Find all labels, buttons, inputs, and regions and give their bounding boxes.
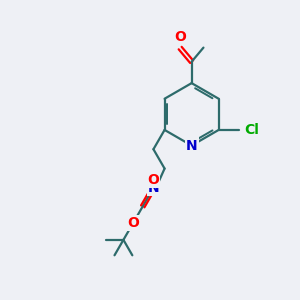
- Text: O: O: [148, 173, 159, 187]
- Text: N: N: [148, 181, 159, 195]
- Text: O: O: [127, 216, 139, 230]
- Text: Cl: Cl: [244, 123, 259, 137]
- Text: H: H: [145, 175, 155, 188]
- Text: N: N: [186, 139, 197, 152]
- Text: O: O: [174, 30, 186, 44]
